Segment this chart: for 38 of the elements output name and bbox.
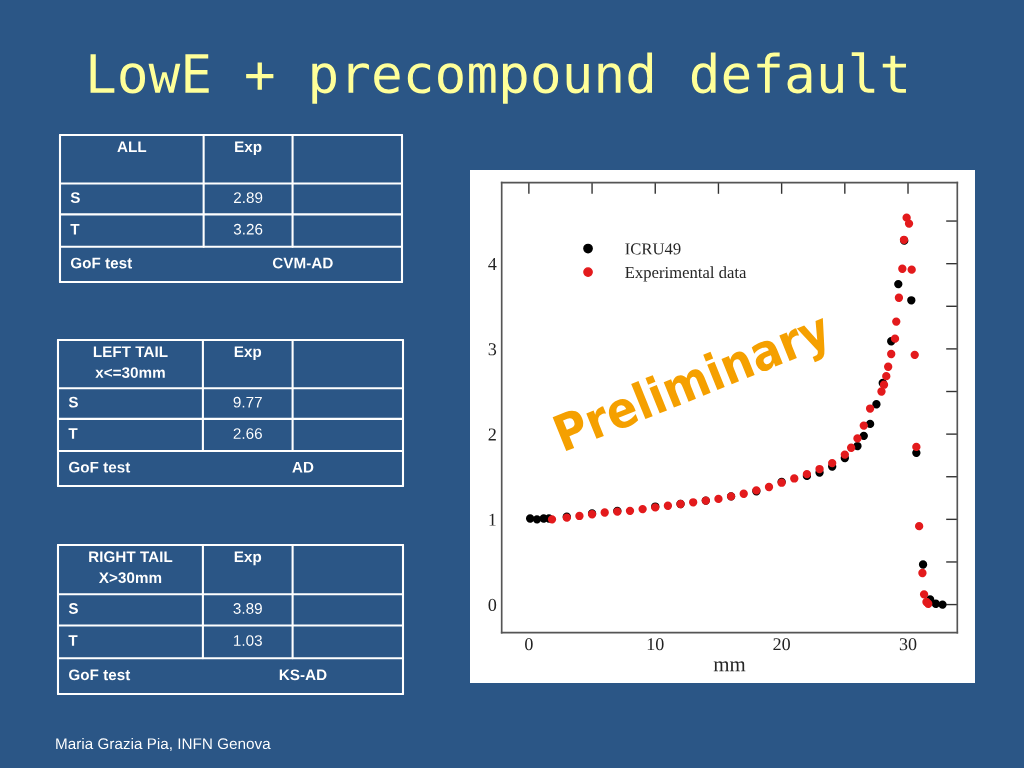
text: LowE + precompound default [90,52,906,104]
text: ALL [117,141,147,152]
text: 2.66 [233,428,262,439]
text: Maria Grazia Pia, INFN Genova [56,737,271,751]
text: T [70,223,80,235]
text: 3.26 [233,223,263,235]
text: 3.89 [233,603,262,614]
text: T [68,635,78,646]
text: LEFT TAIL x<=30mm [93,346,168,378]
text: 1.03 [234,635,262,646]
text: KS-AD [279,669,327,681]
text: S [68,603,78,614]
text: S [70,192,80,204]
text: GoF test [68,669,131,681]
text: GoF test [70,257,133,269]
text: CVM-AD [272,257,333,269]
text: GoF test [68,461,131,473]
text: Exp [234,346,262,361]
x-tick-label: 20 [773,638,790,651]
x-tick-label: 10 [647,638,664,651]
text: RIGHT TAIL X>30mm [89,551,173,584]
x-tick-label: 30 [899,638,917,651]
x-axis-title: mm [713,661,746,672]
text: Exp [235,141,262,156]
text: S [68,396,78,408]
text: Exp [234,551,262,566]
legend-label: Experimental data [625,266,747,282]
legend-label: ICRU49 [625,243,681,255]
x-tick-label: 0 [525,638,533,651]
y-tick-label: 2 [488,428,496,441]
y-tick-label: 4 [488,258,497,270]
text: AD [292,461,314,473]
text: 9.77 [233,396,262,408]
y-tick-label: 3 [488,343,497,356]
text: T [68,428,78,439]
y-tick-label: 1 [489,513,496,526]
text: 2.89 [234,192,263,204]
y-tick-label: 0 [488,598,497,612]
